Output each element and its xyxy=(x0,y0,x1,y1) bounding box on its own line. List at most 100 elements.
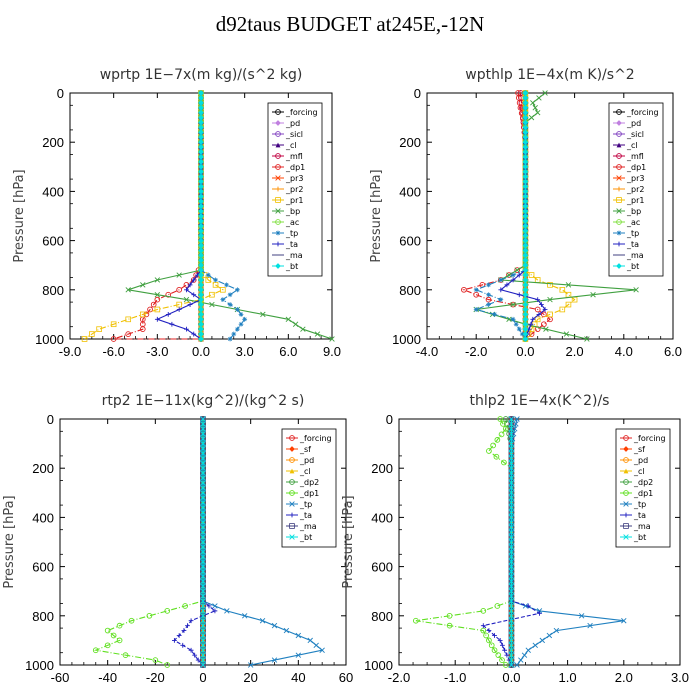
legend: _forcing _pd _sicl _cl _mfl _dp1 _pr3 _pr2 _pr1 _… xyxy=(267,102,323,277)
data-point xyxy=(461,286,467,293)
data-point xyxy=(227,302,233,307)
data-point xyxy=(616,263,622,269)
data-point xyxy=(176,272,182,278)
data-point xyxy=(181,628,187,633)
data-point xyxy=(176,286,183,293)
data-point xyxy=(508,539,515,545)
data-point xyxy=(616,142,622,148)
data-point xyxy=(139,326,146,333)
legend-entry: _ta xyxy=(285,240,298,249)
data-point xyxy=(200,529,206,535)
data-point xyxy=(176,307,182,312)
data-point xyxy=(212,608,218,614)
data-point xyxy=(486,302,491,307)
data-point xyxy=(238,312,244,317)
data-point xyxy=(200,445,206,452)
data-point xyxy=(497,638,503,643)
data-point xyxy=(508,431,515,437)
legend-entry: _sicl xyxy=(285,130,303,139)
y-tick-label: 600 xyxy=(371,560,393,575)
legend-entry: _pr3 xyxy=(626,174,644,183)
legend-entry: _bp xyxy=(626,207,641,216)
data-point xyxy=(508,524,515,530)
legend: _forcing _sf _pd _cl _dp2 _dp1 _tp _ta _ma _bt xyxy=(615,428,671,548)
data-point xyxy=(169,321,175,327)
x-tick-label: 2.0 xyxy=(615,670,633,685)
legend-entry: _tp xyxy=(633,500,646,509)
data-point xyxy=(200,563,206,570)
data-point xyxy=(623,534,629,540)
y-axis-label: Pressure [hPa] xyxy=(341,495,356,588)
data-point xyxy=(508,662,515,668)
data-point xyxy=(289,501,295,507)
chart-panel-2: wpthlp 1E−4x(m K)/s^2 Pressure [hPa] -4.0 -… xyxy=(369,67,682,359)
legend-entry: _pr1 xyxy=(626,196,644,205)
data-point xyxy=(224,608,230,614)
data-point xyxy=(289,512,295,518)
data-point xyxy=(473,287,479,293)
x-tick-label: -2.0 xyxy=(388,670,410,685)
data-point xyxy=(125,331,132,337)
x-tick-label: 0.0 xyxy=(516,344,534,359)
data-point xyxy=(122,652,129,659)
legend-entry: _ac xyxy=(285,218,299,227)
data-point xyxy=(623,479,629,485)
x-tick-label: 4.0 xyxy=(615,344,633,359)
data-point xyxy=(200,509,206,516)
legend-entry: _pd xyxy=(633,456,648,465)
data-point xyxy=(275,186,281,192)
data-point xyxy=(295,652,302,658)
data-point xyxy=(542,90,548,96)
data-point xyxy=(313,642,319,649)
y-tick-label: 200 xyxy=(371,461,393,476)
data-point xyxy=(200,480,206,486)
data-point xyxy=(490,442,496,449)
data-point xyxy=(234,307,240,312)
data-point xyxy=(200,554,206,560)
legend-entry: _tp xyxy=(299,500,312,509)
data-point xyxy=(506,316,512,323)
data-point xyxy=(518,657,524,663)
data-point xyxy=(200,421,206,427)
data-point xyxy=(623,490,629,496)
data-point xyxy=(508,440,515,447)
y-tick-label: 200 xyxy=(399,135,421,150)
series-line xyxy=(415,418,512,666)
data-point xyxy=(508,637,515,644)
data-point xyxy=(530,100,536,106)
data-point xyxy=(565,301,572,308)
chart-panel-4: thlp2 1E−4x(K^2)/s Pressure [hPa] -2.0 -1.0… xyxy=(341,393,689,685)
data-point xyxy=(616,186,622,192)
data-point xyxy=(164,608,171,614)
data-point xyxy=(206,603,212,609)
data-point xyxy=(539,637,546,644)
data-point xyxy=(209,301,215,308)
data-point xyxy=(192,652,198,658)
y-tick-label: 400 xyxy=(32,510,54,525)
data-point xyxy=(200,549,206,555)
data-point xyxy=(508,529,515,535)
data-point xyxy=(473,307,479,312)
data-point xyxy=(234,287,240,293)
data-point xyxy=(200,642,206,649)
data-point xyxy=(547,296,553,303)
data-point xyxy=(559,306,566,313)
series-line xyxy=(200,93,246,340)
data-point xyxy=(590,292,596,298)
data-point xyxy=(616,208,622,214)
data-point xyxy=(289,435,295,441)
data-point xyxy=(154,292,161,298)
panel-title: wpthlp 1E−4x(m K)/s^2 xyxy=(465,67,634,83)
legend-entry: _cl xyxy=(633,467,645,476)
y-tick-label: 800 xyxy=(399,283,421,298)
data-point xyxy=(275,263,281,269)
data-point xyxy=(195,657,201,663)
data-point xyxy=(200,485,206,491)
x-tick-label: 0.0 xyxy=(502,670,520,685)
legend-entry: _forcing xyxy=(299,434,332,443)
data-point xyxy=(271,622,278,629)
data-point xyxy=(508,499,515,506)
data-point xyxy=(116,622,123,629)
data-point xyxy=(289,490,295,496)
